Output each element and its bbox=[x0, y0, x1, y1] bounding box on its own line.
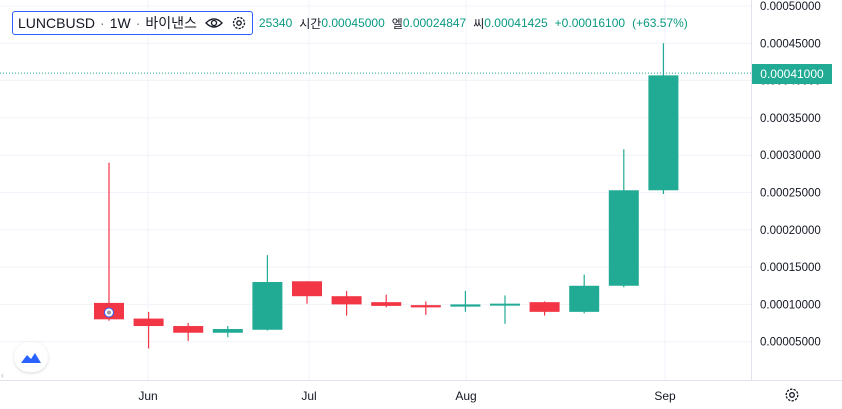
candle bbox=[410, 301, 441, 315]
low-value: 0.00024847 bbox=[402, 16, 467, 30]
ohlc-values: 25340 시간 0.00045000 엘 0.00024847 씨 0.000… bbox=[259, 15, 695, 32]
candle bbox=[648, 43, 679, 194]
close-value: 0.00041425 bbox=[484, 16, 548, 30]
open-value: 25340 bbox=[258, 16, 293, 30]
price-tick-label: 0.00015000 bbox=[760, 262, 821, 274]
time-tick-label: Jun bbox=[138, 389, 157, 403]
change-value: +0.00016100 bbox=[554, 16, 626, 30]
close-label: 씨 bbox=[473, 16, 485, 31]
price-axis[interactable]: 0.00005000 0.00010000 0.00015000 0.00020000… bbox=[760, 1, 821, 349]
candle bbox=[529, 301, 560, 316]
candle-body bbox=[608, 190, 639, 286]
candle-body bbox=[529, 302, 560, 312]
tradingview-logo-icon[interactable] bbox=[14, 342, 48, 372]
time-tick-label: Aug bbox=[455, 389, 476, 403]
time-axis[interactable]: Jun Jul Aug Sep bbox=[138, 389, 676, 403]
candle-body bbox=[252, 282, 283, 330]
candle bbox=[133, 311, 164, 349]
candle-body bbox=[292, 281, 322, 297]
candle bbox=[490, 295, 520, 324]
chevron-left-icon[interactable]: ‹ bbox=[1, 370, 4, 380]
candle bbox=[331, 290, 362, 316]
candles-layer bbox=[94, 43, 679, 349]
hover-marker bbox=[104, 307, 114, 318]
candle-body bbox=[450, 304, 481, 307]
price-tick-label: 0.00030000 bbox=[760, 150, 821, 162]
price-tick-label: 0.00045000 bbox=[760, 38, 821, 50]
candle-body bbox=[569, 285, 600, 312]
legend: LUNCBUSD · 1W · 바이낸스 25340 시간 0.00045000… bbox=[12, 11, 695, 35]
last-price-tag: 0.00041000 bbox=[752, 64, 832, 84]
gear-icon[interactable] bbox=[231, 15, 247, 31]
price-tick-label: 0.00035000 bbox=[760, 113, 821, 125]
candle bbox=[371, 294, 402, 308]
price-tick-label: 0.00005000 bbox=[760, 337, 821, 349]
high-value: 0.00045000 bbox=[321, 16, 385, 30]
low-label: 엘 bbox=[391, 16, 403, 31]
candle-body bbox=[648, 75, 679, 191]
high-label: 시간 bbox=[299, 16, 322, 31]
candle-body bbox=[371, 302, 402, 306]
candle bbox=[450, 290, 481, 312]
candle bbox=[569, 274, 600, 314]
exchange-label: 바이낸스 bbox=[145, 15, 197, 31]
candle-body bbox=[212, 329, 243, 333]
candle-body bbox=[490, 303, 520, 306]
price-tick-label: 0.00050000 bbox=[760, 1, 821, 13]
price-tick-label: 0.00025000 bbox=[760, 188, 821, 200]
candle-body bbox=[173, 326, 204, 333]
interval-label: 1W bbox=[109, 15, 131, 31]
price-tick-label: 0.00010000 bbox=[760, 299, 821, 311]
eye-icon[interactable] bbox=[204, 17, 223, 29]
candle bbox=[252, 255, 283, 331]
time-tick-label: Jul bbox=[301, 389, 316, 403]
candle bbox=[212, 326, 243, 338]
time-tick-label: Sep bbox=[654, 389, 676, 403]
axis-settings-icon[interactable] bbox=[783, 386, 801, 409]
chart-grid bbox=[0, 0, 752, 380]
candle bbox=[173, 323, 204, 341]
candle bbox=[292, 281, 322, 304]
candle-body bbox=[133, 318, 164, 327]
change-percent: (+63.57%) bbox=[632, 16, 688, 30]
price-tick-label: 0.00020000 bbox=[760, 225, 821, 237]
candle bbox=[94, 162, 124, 321]
candle-body bbox=[410, 305, 441, 308]
symbol-name: LUNCBUSD bbox=[18, 15, 96, 31]
candle-body bbox=[331, 296, 362, 305]
symbol-info[interactable]: LUNCBUSD · 1W · 바이낸스 bbox=[12, 11, 253, 35]
candle bbox=[608, 149, 639, 288]
